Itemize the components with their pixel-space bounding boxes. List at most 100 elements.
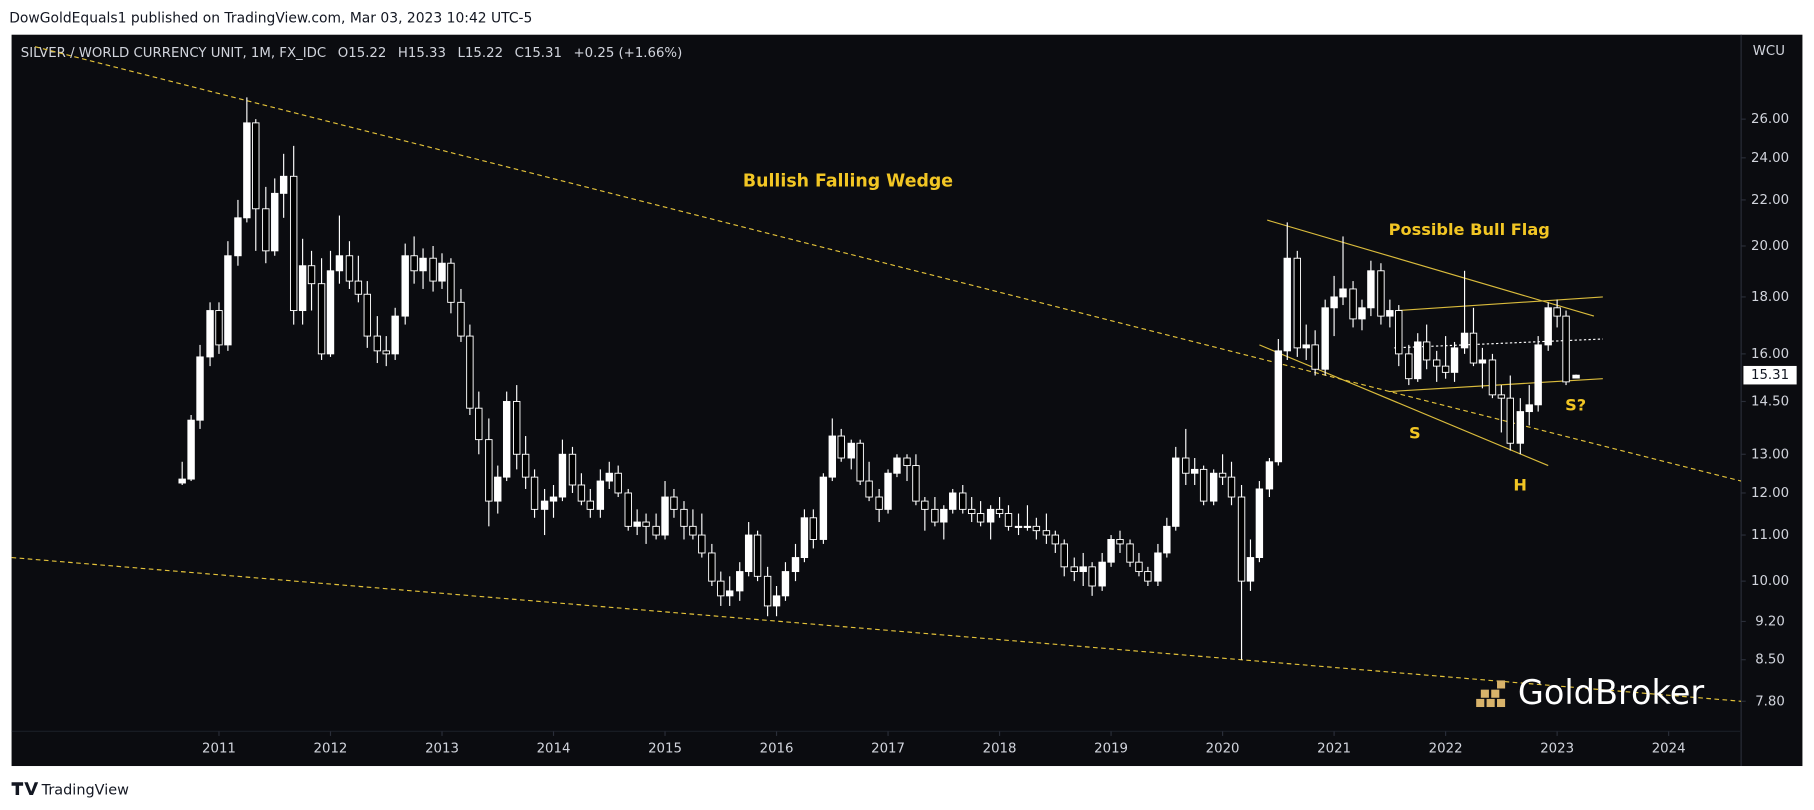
candle-body [577,484,586,502]
y-tick-label: 14.50 [1751,394,1789,409]
candle-body [502,401,511,478]
candle-body [1553,307,1561,317]
candle-body [642,521,650,527]
candle-body [429,257,437,282]
gold-bar [1497,698,1506,708]
candle-body [1088,566,1096,587]
candle-body [1135,561,1143,573]
candle-body [1227,476,1236,498]
candle-body [1395,310,1403,355]
candle-body [196,356,204,421]
candle-body [1293,257,1302,349]
legend-value: +0.25 (+1.66%) [574,46,683,61]
candle-body [912,465,920,502]
y-tick-label: 11.00 [1751,528,1789,543]
candle-body [1014,525,1023,528]
candle-body [1432,359,1441,367]
candle-body [680,508,688,527]
candle-body [708,552,716,582]
candle-body [1060,543,1068,568]
publisher-line: DowGoldEquals1 published on TradingView.… [9,11,532,27]
candle-body [1098,561,1106,587]
trendline [1397,296,1603,312]
x-tick-label: 2014 [537,742,571,757]
candle-body [837,435,845,459]
candle-body [558,453,567,498]
candle-body [485,439,493,502]
candle-body [243,122,251,219]
y-tick-label: 22.00 [1751,193,1789,208]
y-tick-label: 12.00 [1751,486,1789,501]
candle-body [410,255,418,272]
legend-value: H15.33 [398,46,446,61]
candle-body [1172,457,1180,527]
candle-body [494,476,502,502]
candle-body [893,457,901,474]
candle-body [736,571,744,592]
candle-body [354,280,363,295]
annotation: H [1513,475,1527,494]
annotation: Possible Bull Flag [1389,220,1550,239]
candle-body [1051,534,1060,545]
legend-value: L15.22 [458,46,503,61]
candle-body [1144,571,1152,582]
chart-background [11,34,1803,767]
candle-body [568,453,577,486]
candle-body [753,534,762,577]
candle-body [903,457,911,467]
candle-body [1199,468,1208,502]
candle-body [1469,332,1478,364]
candle-body [326,270,335,355]
candle-body [819,476,828,540]
candle-body [1377,270,1385,317]
candle-body [1367,270,1375,309]
candle-body [438,262,446,282]
candle-body [1274,350,1283,463]
candle-body [596,480,605,510]
candle-body [986,508,995,523]
annotation: S [1409,423,1421,442]
candle-body [698,534,706,554]
footer-brand: TradingView [41,782,129,798]
trendline [11,556,1742,702]
candle-body [1330,296,1338,309]
candle-body [1386,310,1394,317]
candle-body [1126,543,1134,563]
candle-body [1339,288,1347,298]
candle-body [382,350,390,355]
candle-body [1107,539,1115,563]
candle-body [391,315,399,355]
candle-body [1032,525,1041,532]
y-tick-label: 24.00 [1751,151,1789,166]
candle-body [1349,288,1357,320]
candle-body [884,472,892,510]
candle-body [633,521,641,527]
watermark-text: GoldBroker [1518,673,1705,712]
candle-body [215,310,223,346]
x-tick-label: 2016 [760,742,794,757]
candle-body [1405,353,1413,380]
candle-body [959,492,967,510]
candle-body [1450,347,1459,373]
gold-bar [1480,689,1489,698]
gold-bar [1486,698,1495,708]
candle-body [940,508,948,523]
candle-body [530,476,539,510]
symbol-title: SILVER / WORLD CURRENCY UNIT, 1M, FX_IDC [21,46,326,61]
candle-body [1478,359,1487,364]
candle-body [513,401,521,455]
legend-value: C15.31 [515,46,562,61]
candle-body [206,310,214,358]
candle-body [791,557,800,573]
trendline [1267,219,1595,317]
trendline [34,46,1742,482]
candle-body [457,301,465,337]
candle-body [335,255,344,272]
candle-body [865,480,873,498]
annotation: S? [1565,396,1586,415]
candle-body [1116,539,1124,545]
candle-body [401,255,409,317]
x-tick-label: 2011 [202,742,236,757]
candle-body [466,335,474,409]
